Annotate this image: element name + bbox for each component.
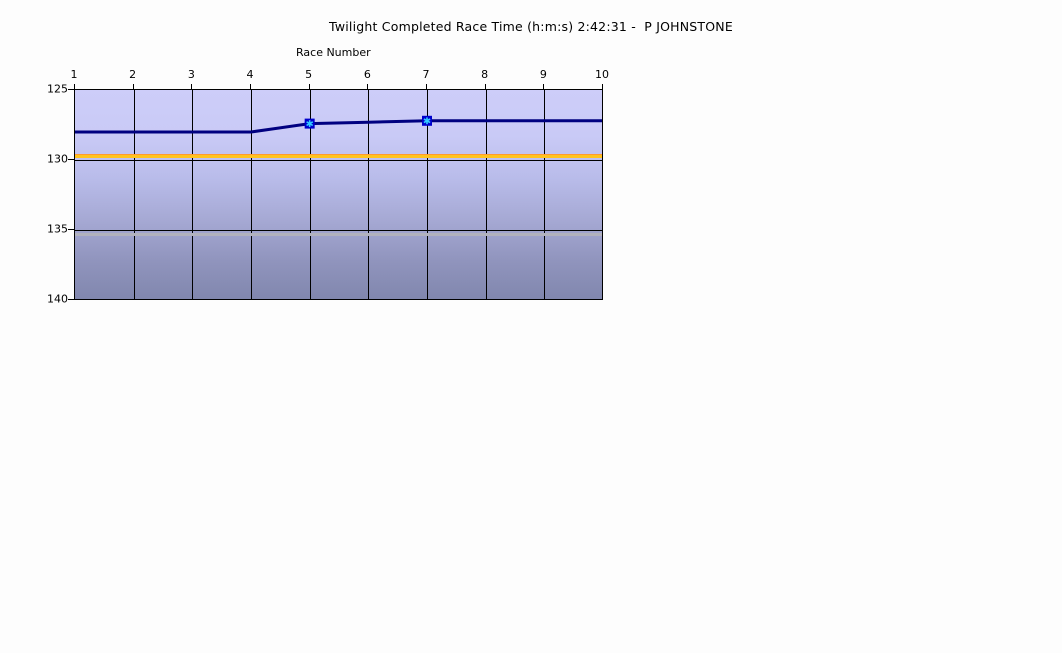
gridline-horizontal: [75, 230, 602, 231]
x-tick-mark: [484, 84, 486, 89]
y-tick-mark: [68, 159, 74, 160]
gridline-vertical: [368, 90, 370, 299]
x-tick-mark: [132, 84, 134, 89]
marker-star-spoke: [306, 121, 314, 127]
x-tick-label: 8: [481, 68, 489, 81]
y-tick-mark: [68, 299, 74, 300]
gridline-vertical: [309, 90, 311, 299]
gridline-vertical: [544, 90, 546, 299]
y-tick-label: 125: [47, 82, 68, 96]
gridline-horizontal: [75, 160, 602, 161]
x-tick-mark: [602, 84, 603, 89]
y-tick-label: 130: [47, 152, 68, 166]
x-tick-label: 9: [539, 68, 547, 81]
star-marker-icon[interactable]: [304, 118, 315, 129]
x-tick-mark: [367, 84, 369, 89]
gridline-vertical: [133, 90, 135, 299]
plot-wrapper: [74, 89, 603, 300]
x-tick-mark: [426, 84, 427, 89]
x-tick-label: 7: [422, 68, 430, 81]
gridline-vertical: [192, 90, 194, 299]
x-tick-label: 4: [246, 68, 254, 81]
x-tick-mark: [250, 84, 251, 89]
y-tick-label: 140: [47, 292, 68, 306]
series-polyline: [75, 119, 602, 134]
x-axis-title: Race Number: [296, 46, 371, 59]
chart-title: Twilight Completed Race Time (h:m:s) 2:4…: [329, 19, 733, 34]
x-tick-label: 1: [70, 68, 78, 81]
gridline-vertical: [251, 90, 252, 299]
x-tick-label: 2: [129, 68, 137, 81]
x-tick-label: 6: [363, 68, 371, 81]
gridline-vertical: [485, 90, 487, 299]
x-tick-label: 3: [187, 68, 195, 81]
marker-star-spoke: [423, 118, 431, 124]
grey-reference-line: [75, 233, 602, 237]
plot-area: [74, 89, 603, 300]
gold-reference-line: [75, 154, 602, 158]
x-tick-mark: [543, 84, 545, 89]
x-tick-mark: [74, 84, 75, 89]
x-tick-label: 10: [595, 68, 609, 81]
gridline-vertical: [427, 90, 428, 299]
x-tick-mark: [308, 84, 310, 89]
y-tick-mark: [68, 229, 74, 230]
x-tick-mark: [191, 84, 193, 89]
y-tick-mark: [68, 89, 74, 90]
series-line-yardstick: [75, 115, 602, 134]
star-marker-icon[interactable]: [422, 115, 432, 126]
y-tick-label: 135: [47, 222, 68, 236]
x-tick-label: 5: [305, 68, 313, 81]
